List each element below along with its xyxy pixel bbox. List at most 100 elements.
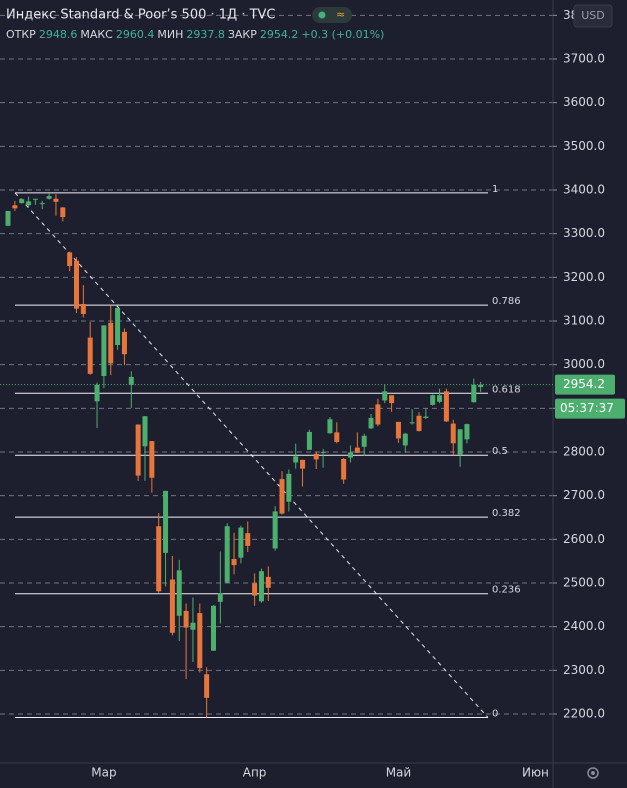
candle-body <box>176 570 182 616</box>
candle-body <box>368 417 374 429</box>
ohlc-legend: ОТКР 2948.6 МАКС 2960.4 МИН 2937.8 ЗАКР 2954.2 +… <box>6 28 384 41</box>
y-tick-label: 2400.0 <box>563 619 605 633</box>
candle-body <box>74 260 79 309</box>
candle-body <box>416 415 422 432</box>
ohlc-label: ЗАКР <box>228 28 257 41</box>
candle-body <box>183 610 189 628</box>
y-tick-label: 2500.0 <box>563 576 605 590</box>
countdown: 05:37:37 <box>560 401 614 415</box>
candle-body <box>471 384 477 403</box>
candle-body <box>450 423 456 444</box>
candle-body <box>60 207 66 218</box>
last-price-box <box>555 374 615 395</box>
x-tick-label: Июн <box>522 766 549 780</box>
candle-body <box>443 391 449 422</box>
candle-body <box>313 453 319 460</box>
fib-label: 0.618 <box>492 384 521 395</box>
candle-body <box>437 395 443 402</box>
y-tick-label: 3100.0 <box>563 313 605 327</box>
candle-body <box>46 196 52 199</box>
candle-body <box>197 613 203 669</box>
last-price-label: 2954.2 <box>563 377 605 391</box>
candle-body <box>389 395 395 404</box>
candle-body <box>169 579 175 633</box>
candle-body <box>341 458 347 480</box>
y-tick-label: 2200.0 <box>563 707 605 721</box>
y-tick-label: 3000.0 <box>563 357 605 371</box>
candle-body <box>94 384 100 402</box>
ohlc-value: 2937.8 <box>186 28 225 41</box>
candle-body <box>464 424 470 440</box>
candle-body <box>265 576 271 588</box>
settings-icon[interactable] <box>587 767 599 779</box>
candle-body <box>211 605 216 651</box>
candle-body <box>19 199 25 204</box>
change: +0.3 (+0.01%) <box>301 28 384 41</box>
y-tick-label: 3700.0 <box>563 51 605 65</box>
currency-button[interactable] <box>573 4 613 28</box>
candle-body <box>430 395 436 405</box>
candle-body <box>354 447 360 453</box>
candles <box>5 193 484 718</box>
ohlc-value: 2954.2 <box>260 28 299 41</box>
candle-body <box>258 571 264 602</box>
candle-body <box>361 435 367 447</box>
candle-body <box>293 456 299 463</box>
status-pill[interactable] <box>312 7 352 23</box>
candle-body <box>245 533 251 546</box>
y-tick-label: 3600.0 <box>563 95 605 109</box>
ohlc-value: 2960.4 <box>116 28 155 41</box>
x-tick-label: Май <box>386 766 412 780</box>
candle-body <box>320 452 326 454</box>
candle-body <box>115 307 121 346</box>
candle-body <box>217 593 223 602</box>
x-tick-label: Апр <box>243 766 267 780</box>
countdown-box <box>555 398 625 419</box>
candle-body <box>135 424 141 476</box>
candle-body <box>395 421 401 439</box>
fib-label: 0 <box>492 709 498 720</box>
candle-body <box>334 432 340 442</box>
candle-body <box>149 441 155 478</box>
candle-body <box>409 422 415 424</box>
candle-body <box>39 203 45 205</box>
candle-body <box>80 303 86 315</box>
y-tick-label: 2800.0 <box>563 445 605 459</box>
candle-body <box>121 331 127 355</box>
fib-label: 0.5 <box>492 446 508 457</box>
candle-body <box>375 404 381 425</box>
y-tick-label: 3300.0 <box>563 226 605 240</box>
currency: USD <box>581 9 605 22</box>
candle-body <box>108 322 114 364</box>
y-tick-label: 3500.0 <box>563 139 605 153</box>
ohlc-label: МИН <box>157 28 183 41</box>
candle-body <box>231 558 237 566</box>
y-tick-label: 3200.0 <box>563 270 605 284</box>
candle-body <box>67 252 73 266</box>
candle-body <box>224 526 230 583</box>
candle-body <box>382 391 388 401</box>
fib-label: 0.236 <box>492 585 521 596</box>
fib-label: 0.786 <box>492 296 521 307</box>
y-tick-label: 2300.0 <box>563 663 605 677</box>
candle-body <box>190 622 196 630</box>
y-tick-label: 2700.0 <box>563 488 605 502</box>
candle-body <box>238 527 244 558</box>
ohlc-label: МАКС <box>80 28 113 41</box>
candle-body <box>156 526 162 592</box>
candle-body <box>101 325 107 377</box>
candle-body <box>286 473 292 502</box>
x-tick-label: Мар <box>91 766 116 780</box>
candle-body <box>87 337 93 374</box>
fib-label: 1 <box>492 184 498 195</box>
header: Индекс Standard & Poor’s 500 · 1Д · TVC … <box>6 7 384 41</box>
candle-body <box>32 198 38 200</box>
price-labels: 2954.2 05:37:37 <box>0 374 625 419</box>
candle-body <box>300 459 306 469</box>
candle-body <box>402 433 408 446</box>
candle-body <box>204 674 210 698</box>
candle-body <box>252 583 258 596</box>
